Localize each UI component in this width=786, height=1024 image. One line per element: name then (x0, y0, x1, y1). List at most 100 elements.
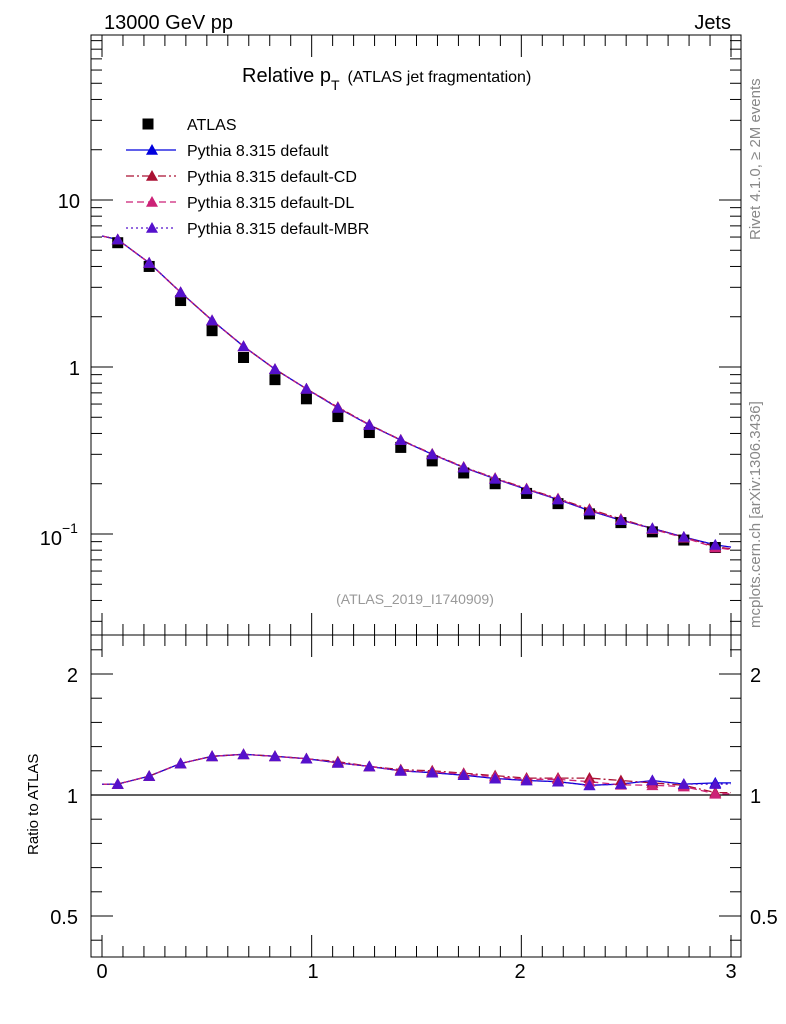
atlas-data-point (206, 325, 218, 337)
main-series-line (101, 235, 732, 548)
legend-label: Pythia 8.315 default-CD (187, 169, 357, 186)
main-axis-ticks (91, 35, 741, 635)
legend-marker-atlas (142, 118, 154, 130)
xtick-label-2: 2 (514, 961, 525, 983)
ratio-series-marker (174, 757, 187, 769)
ytick-label-0p1-exponent: −1 (62, 520, 78, 536)
ratio-series-line (102, 753, 731, 794)
analysis-label: (ATLAS_2019_I1740909) (336, 591, 494, 607)
atlas-data-point (238, 351, 250, 363)
ratio-series-line (102, 753, 731, 786)
ratio-axis-ticks (91, 635, 741, 957)
ratio-series-marker (111, 778, 124, 789)
atlas-data-point (332, 411, 344, 423)
ratio-ytick-right-0p5: 0.5 (750, 907, 778, 929)
main-series-marker (457, 461, 470, 473)
ytick-label-0p1-base: 10 (40, 528, 62, 550)
mcplots-reference-label: mcplots.cern.ch [arXiv:1306.3436] (747, 401, 764, 628)
ratio-series-marker (300, 752, 313, 764)
legend-label: Pythia 8.315 default-DL (187, 195, 354, 212)
energy-label: 13000 GeV pp (104, 12, 233, 34)
main-title-text: Relative p (242, 65, 331, 87)
ratio-series-marker (489, 772, 502, 784)
rivet-version-label: Rivet 4.1.0, ≥ 2M events (747, 78, 764, 240)
ratio-series-marker (394, 764, 407, 776)
ratio-series-marker (237, 748, 250, 760)
xtick-label-0: 0 (96, 961, 107, 983)
ratio-series-marker (143, 770, 156, 781)
ratio-ytick-right-1: 1 (750, 786, 761, 808)
main-series-marker (300, 382, 313, 394)
ratio-series-marker (552, 775, 565, 787)
ratio-series-marker (677, 778, 690, 789)
main-series-marker (331, 401, 344, 413)
main-title-suffix: (ATLAS jet fragmentation) (348, 69, 532, 86)
ratio-plot-panel: Ratio to ATLAS 2 1 0.5 2 1 0.5 0 1 2 3 (25, 634, 778, 983)
atlas-data-point (175, 295, 187, 307)
main-series-marker (489, 472, 502, 484)
legend-label: ATLAS (187, 117, 237, 134)
ratio-series-marker (426, 766, 439, 778)
legend-label: Pythia 8.315 default-MBR (187, 221, 369, 238)
atlas-data-point (269, 374, 281, 386)
main-series-layer (101, 233, 732, 554)
ratio-series-layer (102, 748, 731, 799)
main-series-marker (268, 363, 281, 375)
main-plot-panel: Relative pT (ATLAS jet fragmentation) 10 … (40, 34, 742, 636)
main-series-marker (520, 483, 533, 495)
ratio-series-marker (646, 774, 659, 786)
legend-marker (146, 170, 158, 181)
legend-marker (146, 222, 158, 233)
ytick-label-1: 1 (69, 358, 80, 380)
atlas-data-point (363, 427, 375, 439)
ratio-ytick-right-2: 2 (750, 665, 761, 687)
ratio-series-marker (520, 774, 533, 786)
atlas-data-point (458, 467, 470, 479)
main-series-marker (143, 256, 156, 268)
main-series-marker (111, 233, 124, 245)
main-series-marker (552, 493, 565, 505)
main-series-marker (614, 514, 627, 525)
main-series-marker (709, 538, 722, 550)
ratio-series-marker (583, 779, 596, 791)
main-series-line (101, 235, 732, 550)
legend-label: Pythia 8.315 default (187, 143, 329, 160)
ratio-series-marker (331, 756, 344, 768)
main-title-subscript: T (331, 77, 340, 93)
ytick-label-10: 10 (58, 191, 80, 213)
main-series-marker (677, 530, 690, 542)
ratio-series-marker (614, 778, 627, 789)
main-series-marker (206, 314, 219, 326)
ratio-series-line (102, 753, 731, 795)
main-series-marker (237, 340, 250, 352)
legend-marker (146, 144, 158, 155)
main-series-marker (583, 504, 596, 516)
main-series-marker (646, 522, 659, 534)
main-series-marker (363, 418, 376, 430)
ratio-ytick-left-1: 1 (67, 786, 78, 808)
xtick-label-3: 3 (725, 961, 736, 983)
ratio-series-marker (206, 750, 219, 762)
atlas-data-point (426, 455, 438, 467)
atlas-data-point (300, 393, 312, 405)
main-title: Relative pT (ATLAS jet fragmentation) (242, 65, 531, 93)
category-label: Jets (694, 12, 731, 34)
main-series-marker (174, 286, 187, 298)
ratio-series-marker (457, 769, 470, 780)
ratio-series-marker (268, 750, 281, 762)
ratio-frame (90, 634, 742, 958)
ratio-series-marker (709, 778, 722, 789)
ratio-series-marker (709, 787, 722, 799)
main-series-marker (394, 434, 407, 445)
ratio-ytick-left-0p5: 0.5 (50, 907, 78, 929)
legend-marker (146, 196, 158, 207)
xtick-label-1: 1 (307, 961, 318, 983)
atlas-data-point (489, 478, 501, 490)
atlas-data-point (395, 441, 407, 453)
main-series-marker (426, 448, 439, 460)
ytick-label-0p1: 10 (40, 528, 62, 550)
ratio-ylabel: Ratio to ATLAS (25, 754, 42, 855)
ratio-ytick-left-2: 2 (67, 665, 78, 687)
ratio-series-line (102, 753, 731, 786)
